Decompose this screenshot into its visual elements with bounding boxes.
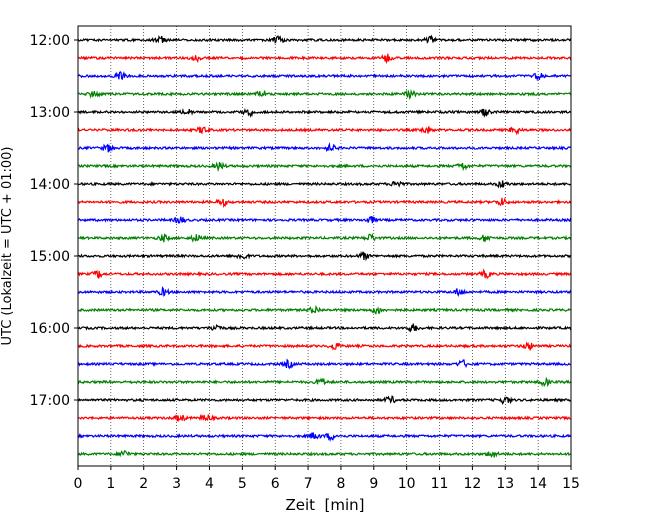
trace-row-1630 — [78, 358, 572, 370]
x-tick-label: 15 — [562, 476, 580, 492]
trace-row-1445 — [77, 232, 572, 243]
x-tick-label: 3 — [172, 476, 181, 492]
trace-row-1330 — [77, 141, 572, 153]
trace-row-1415 — [77, 197, 572, 209]
trace-row-1500 — [77, 250, 572, 262]
trace-row-1545 — [77, 304, 572, 315]
x-tick-label: 0 — [74, 476, 83, 492]
trace-row-1730 — [77, 432, 572, 442]
y-tick-label: 17:00 — [30, 393, 70, 409]
x-axis-label: Zeit [min] — [285, 496, 364, 514]
trace-row-1215 — [77, 53, 572, 65]
x-tick-label: 4 — [205, 476, 214, 492]
x-tick-label: 14 — [529, 476, 547, 492]
trace-row-1615 — [77, 341, 572, 352]
trace-row-1200 — [77, 34, 572, 44]
x-tick-label: 13 — [496, 476, 514, 492]
y-axis-ticks: 12:00 13:00 14:00 15:00 16:00 17:00 — [30, 33, 78, 409]
trace-row-1600 — [77, 323, 572, 333]
trace-row-1530 — [77, 286, 572, 298]
trace-row-1230 — [77, 71, 572, 82]
trace-row-1245 — [77, 88, 572, 101]
plot-frame — [77, 25, 572, 467]
x-tick-label: 8 — [336, 476, 345, 492]
trace-row-1645 — [77, 376, 572, 388]
trace-row-1430 — [77, 215, 572, 224]
x-tick-label: 1 — [106, 476, 115, 492]
trace-row-1345 — [77, 161, 572, 173]
x-tick-label: 2 — [139, 476, 148, 492]
y-tick-label: 14:00 — [30, 177, 70, 193]
trace-row-1700 — [77, 395, 572, 405]
trace-row-1300 — [77, 107, 572, 118]
x-tick-label: 9 — [369, 476, 378, 492]
y-tick-label: 15:00 — [30, 249, 70, 265]
seismic-traces — [77, 34, 572, 458]
trace-row-1315 — [77, 125, 572, 136]
y-axis-label: UTC (Lokalzeit = UTC + 01:00) — [0, 147, 15, 346]
trace-row-1400 — [77, 180, 572, 189]
x-tick-label: 10 — [398, 476, 416, 492]
x-axis-ticks: 0 1 2 3 4 5 6 7 8 9 10 11 12 13 14 15 — [74, 466, 580, 492]
x-tick-label: 7 — [304, 476, 313, 492]
y-tick-label: 12:00 — [30, 33, 70, 49]
x-tick-label: 12 — [463, 476, 481, 492]
minute-grid — [110, 26, 539, 466]
trace-row-1715 — [77, 413, 572, 423]
y-tick-label: 13:00 — [30, 105, 70, 121]
trace-row-1745 — [77, 450, 572, 458]
x-tick-label: 6 — [271, 476, 280, 492]
y-tick-label: 16:00 — [30, 321, 70, 337]
trace-row-1515 — [77, 268, 572, 280]
x-tick-label: 5 — [238, 476, 247, 492]
x-tick-label: 11 — [431, 476, 449, 492]
